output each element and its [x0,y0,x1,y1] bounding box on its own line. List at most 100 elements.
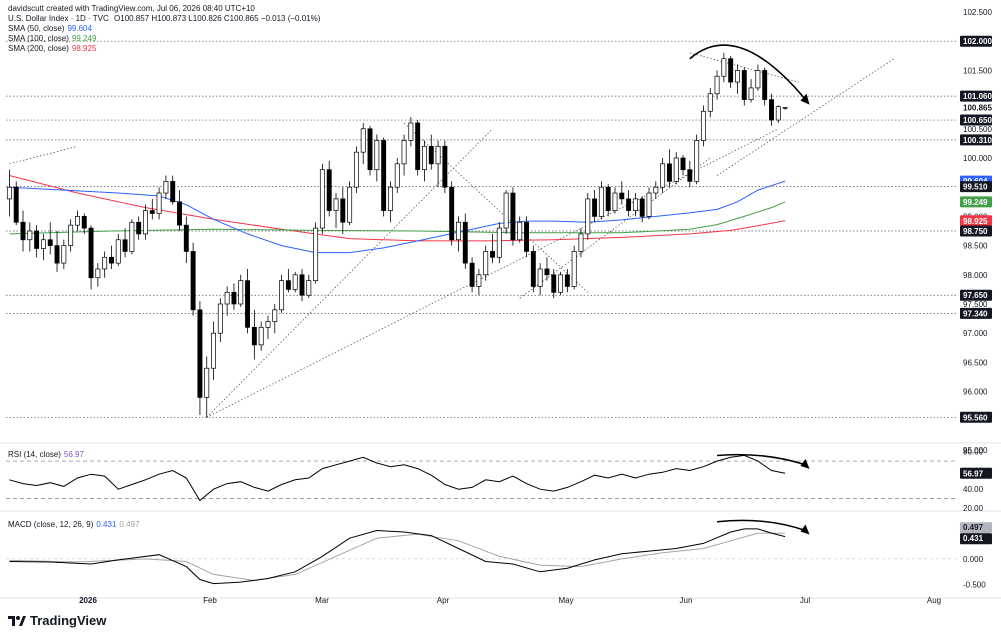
candle-90[interactable] [619,181,625,205]
candle-50[interactable] [347,181,353,226]
candle-98[interactable] [673,152,679,185]
candle-55[interactable] [381,137,387,217]
candle-20[interactable] [143,204,148,240]
candle-10[interactable] [74,210,80,231]
candle-31[interactable] [217,298,223,342]
candle-58[interactable] [401,134,407,176]
candle-18[interactable] [129,219,135,255]
candle-15[interactable] [109,245,114,269]
candle-82[interactable] [564,268,570,293]
candle-30[interactable] [211,321,216,380]
candle-13[interactable] [95,263,101,287]
candle-28[interactable] [197,301,203,415]
candle-93[interactable] [639,195,645,223]
candle-97[interactable] [666,149,672,188]
candle-14[interactable] [102,251,108,278]
candle-110[interactable] [755,64,761,91]
candle-74[interactable] [510,187,516,246]
candle-46[interactable] [319,163,325,234]
candle-24[interactable] [170,175,176,205]
candle-72[interactable] [496,222,502,264]
candle-71[interactable] [490,233,495,264]
candle-19[interactable] [136,216,142,240]
candle-22[interactable] [156,187,162,220]
candle-105[interactable] [721,52,727,83]
candle-75[interactable] [517,216,523,243]
candle-101[interactable] [694,134,700,185]
candle-7[interactable] [54,231,60,272]
candle-21[interactable] [149,198,155,220]
candle-96[interactable] [660,158,666,194]
candle-6[interactable] [47,222,53,255]
candle-41[interactable] [285,268,291,293]
candle-25[interactable] [177,190,182,231]
candle-83[interactable] [571,245,577,290]
candle-107[interactable] [735,64,740,94]
candle-78[interactable] [537,263,543,296]
candle-35[interactable] [245,268,251,334]
candle-111[interactable] [762,67,768,106]
tradingview-logo[interactable]: TradingView [8,611,106,629]
candle-102[interactable] [700,105,706,147]
candle-27[interactable] [190,242,196,316]
candle-47[interactable] [326,160,332,217]
candle-5[interactable] [40,233,46,261]
candle-0[interactable] [6,169,12,217]
candle-113[interactable] [775,105,781,123]
candle-29[interactable] [204,356,210,418]
candle-49[interactable] [340,187,346,234]
candle-109[interactable] [748,79,754,103]
candle-44[interactable] [306,274,312,299]
candle-42[interactable] [292,271,298,293]
candle-37[interactable] [258,321,264,351]
candle-2[interactable] [20,210,26,252]
candle-87[interactable] [598,181,604,220]
candle-84[interactable] [578,228,584,258]
candle-73[interactable] [503,190,509,234]
candle-11[interactable] [81,213,87,234]
candle-81[interactable] [558,271,564,296]
candle-4[interactable] [34,225,40,258]
candle-26[interactable] [183,216,189,264]
candle-76[interactable] [524,216,529,258]
candle-89[interactable] [612,187,618,214]
candle-77[interactable] [530,245,536,293]
candle-63[interactable] [435,140,441,188]
candle-33[interactable] [231,283,237,310]
candle-9[interactable] [68,219,74,252]
candle-53[interactable] [367,125,373,176]
candle-108[interactable] [741,67,747,106]
candle-68[interactable] [469,257,475,293]
candle-23[interactable] [163,175,169,199]
candle-8[interactable] [61,239,67,269]
candle-85[interactable] [585,193,591,240]
candle-1[interactable] [13,181,19,226]
candle-48[interactable] [333,193,339,229]
candle-12[interactable] [88,225,94,290]
candle-56[interactable] [387,181,393,223]
candle-94[interactable] [646,187,652,220]
candle-43[interactable] [299,268,305,302]
candle-112[interactable] [769,93,774,126]
candle-91[interactable] [626,190,632,217]
candle-66[interactable] [456,216,461,252]
candle-79[interactable] [544,257,550,281]
candle-3[interactable] [27,222,33,252]
candle-57[interactable] [394,158,400,194]
candle-32[interactable] [224,286,230,316]
candle-80[interactable] [551,268,557,299]
candle-40[interactable] [279,274,285,313]
candle-36[interactable] [251,309,257,360]
candle-52[interactable] [360,122,366,164]
candle-92[interactable] [632,193,638,217]
candle-69[interactable] [476,268,482,296]
candle-106[interactable] [728,55,734,88]
candle-38[interactable] [265,315,271,340]
candle-88[interactable] [605,184,611,217]
candle-17[interactable] [122,228,128,258]
candle-60[interactable] [415,120,421,176]
candle-16[interactable] [115,233,121,267]
candle-95[interactable] [653,181,659,199]
candle-100[interactable] [687,160,693,188]
